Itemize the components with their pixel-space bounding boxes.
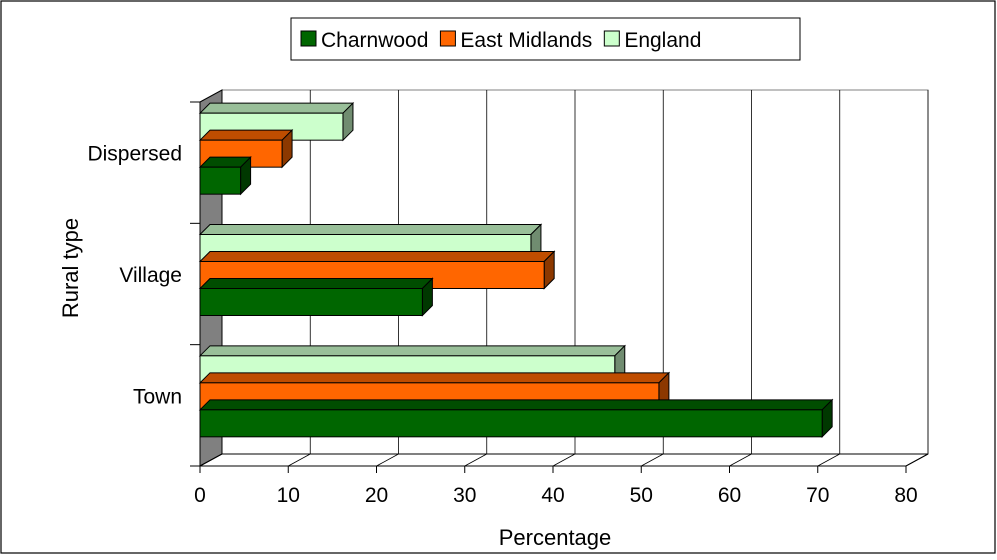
- legend: Charnwood East Midlands England: [290, 17, 801, 61]
- floor-gridline: [641, 453, 664, 467]
- x-tick-label: 60: [718, 484, 741, 507]
- x-tick-label: 30: [453, 484, 476, 507]
- bar-top-face: [198, 251, 556, 262]
- legend-swatch: [300, 30, 317, 47]
- x-tick-label: 50: [630, 484, 653, 507]
- bar: [198, 398, 834, 439]
- y-axis-title: Rural type: [58, 218, 83, 318]
- floor-gridline: [729, 453, 752, 467]
- bar-top-face: [198, 399, 834, 411]
- bar-top-face: [198, 129, 294, 141]
- floor-gridline: [817, 453, 840, 467]
- bar-front-face: [199, 166, 242, 195]
- bar-front-face: [199, 409, 823, 438]
- bar-top-face: [198, 372, 671, 384]
- legend-label: East Midlands: [460, 29, 592, 52]
- legend-swatch: [603, 30, 620, 47]
- x-tick-label: 0: [194, 484, 206, 507]
- bar-top-face: [198, 278, 434, 289]
- axes-group: 0 10 20 30 40 50 60 70 80 Town Village Dispersed: [87, 101, 918, 507]
- legend-swatch: [439, 30, 456, 47]
- x-tick-label: 20: [365, 484, 388, 507]
- floor-gridline: [376, 453, 399, 467]
- floor-gridline: [464, 453, 487, 467]
- x-tick-label: 40: [541, 484, 564, 507]
- x-tick-label: 10: [277, 484, 300, 507]
- legend-label: Charnwood: [321, 29, 428, 52]
- bar: [198, 155, 252, 196]
- bar-front-face: [199, 288, 423, 316]
- floor-gridline: [199, 453, 223, 467]
- legend-label: England: [624, 29, 701, 52]
- floor-gridline: [905, 453, 929, 467]
- x-axis-title: Percentage: [499, 525, 612, 550]
- y-tick-label: Town: [133, 385, 182, 408]
- bars-group: [198, 101, 834, 439]
- bar-top-face: [198, 345, 626, 357]
- legend-box: [290, 17, 801, 61]
- x-tick-label: 70: [806, 484, 829, 507]
- y-tick-label: Village: [119, 264, 182, 287]
- floor-gridline: [552, 453, 576, 467]
- bar-top-face: [198, 224, 543, 235]
- y-tick-label: Dispersed: [87, 143, 182, 166]
- x-tick-label: 80: [894, 484, 917, 507]
- bar-top-face: [198, 102, 355, 114]
- floor-gridline: [288, 453, 311, 467]
- bar: [198, 277, 434, 317]
